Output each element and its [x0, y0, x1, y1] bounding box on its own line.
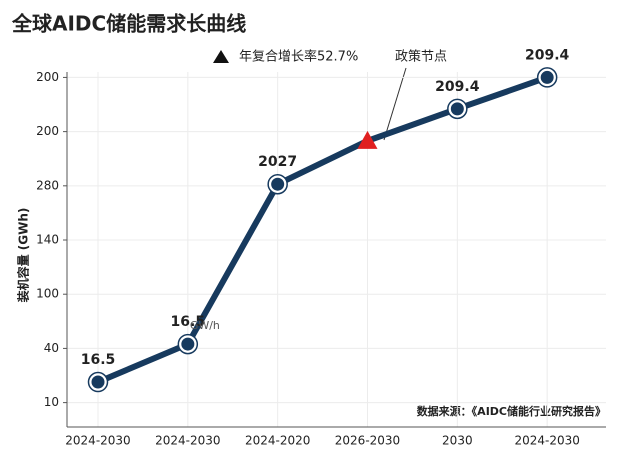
chart-title: 全球AIDC储能需求长曲线: [11, 12, 246, 36]
annotation: 政策节点: [395, 49, 447, 65]
point-marker: [537, 67, 557, 87]
point-marker: [178, 334, 198, 354]
x-tick-label: 2024-2020: [245, 434, 310, 448]
y-axis-label: 装机容量 (GWh): [16, 208, 31, 304]
point-ring: [447, 98, 468, 120]
value-label: 16.5: [81, 352, 116, 368]
legend-text: 年复合增长率52.7%: [239, 49, 358, 65]
x-tick-label: 2024-2030: [514, 434, 579, 448]
x-tick-label: 2024-2030: [155, 434, 220, 448]
point-marker: [268, 174, 288, 194]
point-ring: [87, 371, 109, 393]
x-tick-label: 2030: [442, 434, 473, 448]
value-label: 209.4: [525, 47, 570, 63]
y-tick-label: 200: [36, 70, 59, 84]
x-tick-label: 2026-2030: [335, 434, 400, 448]
point-ring: [536, 67, 558, 88]
annotation-leader: [383, 67, 407, 141]
point-ring: [177, 333, 199, 355]
y-tick-label: 200: [36, 124, 59, 138]
y-tick-label: 280: [36, 178, 59, 192]
point-marker: [447, 99, 467, 119]
x-tick-label: 2024-2030: [65, 434, 130, 448]
y-tick-label: 40: [44, 341, 59, 355]
series-line: [96, 74, 549, 385]
point-ring: [267, 173, 288, 195]
highlight-marker: [357, 130, 378, 149]
y-tick-label: 100: [36, 287, 59, 301]
point-marker: [88, 372, 108, 392]
value-label: 209.4: [435, 79, 480, 95]
value-label: 2027: [258, 154, 297, 170]
value-label: 16.5: [171, 314, 206, 330]
unit-note: GW/h: [190, 319, 220, 332]
y-tick-label: 10: [44, 395, 59, 409]
legend-triangle: [213, 50, 229, 63]
y-tick-label: 140: [36, 233, 59, 247]
source-note: 数据来源：《AIDC储能行业研究报告》: [417, 404, 606, 418]
